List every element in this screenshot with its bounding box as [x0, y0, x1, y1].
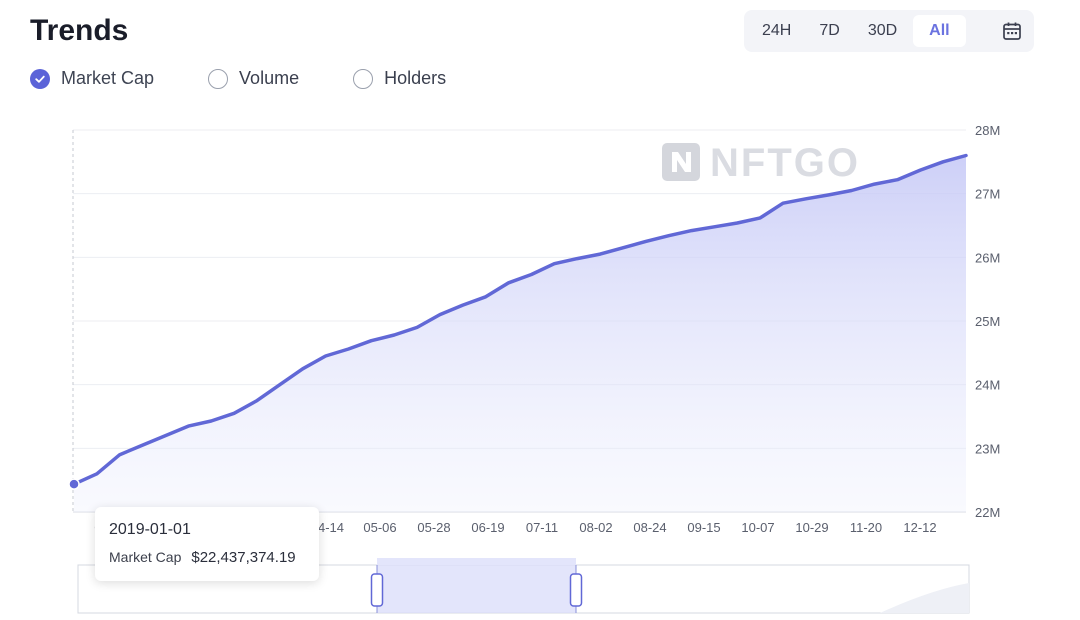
- x-tick-label: 05-28: [417, 520, 450, 535]
- tooltip-date: 2019-01-01: [109, 521, 191, 538]
- market-cap-line: [72, 153, 968, 486]
- chart-tooltip: 2019-01-01 Market Cap $22,437,374.19: [95, 507, 319, 581]
- metric-selector: Market Cap Volume Holders: [30, 68, 500, 89]
- x-tick-label: 08-24: [633, 520, 666, 535]
- metric-label: Volume: [239, 68, 300, 88]
- radio-circle-icon: [208, 68, 229, 89]
- y-tick-label: 23M: [975, 441, 1000, 456]
- market-cap-area: [74, 155, 966, 512]
- x-tick-label: 4-14: [318, 520, 344, 535]
- radio-circle-icon: [353, 68, 374, 89]
- x-tick-label: 05-06: [363, 520, 396, 535]
- x-tick-label: 12-12: [903, 520, 936, 535]
- y-tick-label: 26M: [975, 250, 1000, 265]
- tooltip-label: Market Cap: [109, 549, 182, 565]
- x-tick-label: 11-20: [850, 520, 882, 535]
- metric-volume[interactable]: Volume: [208, 68, 299, 89]
- y-tick-label: 25M: [975, 314, 1000, 329]
- x-tick-label: 10-29: [795, 520, 828, 535]
- range-all-button[interactable]: All: [913, 15, 966, 47]
- tooltip-value: $22,437,374.19: [191, 549, 296, 566]
- metric-holders[interactable]: Holders: [353, 68, 446, 89]
- range-24h-button[interactable]: 24H: [762, 22, 792, 39]
- page-title: Trends: [30, 14, 129, 47]
- slider-top-band: [377, 558, 576, 565]
- x-tick-label: 07-11: [526, 520, 558, 535]
- range-7d-button[interactable]: 7D: [819, 22, 840, 39]
- y-tick-label: 22M: [975, 505, 1000, 520]
- check-circle-icon: [30, 68, 50, 89]
- y-tick-label: 28M: [975, 123, 1000, 138]
- y-tick-label: 27M: [975, 187, 1000, 202]
- calendar-icon: [1003, 22, 1021, 40]
- slider-handle-right[interactable]: [569, 573, 583, 607]
- metric-market-cap[interactable]: Market Cap: [30, 68, 154, 89]
- range-30d-button[interactable]: 30D: [867, 22, 898, 39]
- slider-handle-left[interactable]: [370, 573, 384, 607]
- slider-overview-area: [880, 583, 969, 613]
- x-tick-label: 10-07: [741, 520, 774, 535]
- metric-label: Market Cap: [61, 68, 155, 88]
- x-tick-label: 09-15: [687, 520, 720, 535]
- y-tick-label: 24M: [975, 378, 1000, 393]
- watermark-text: NFTGO: [710, 141, 860, 185]
- x-tick-label: 08-02: [579, 520, 612, 535]
- slider-selection[interactable]: [377, 565, 576, 613]
- time-range-selector: 24H 7D 30D All: [744, 10, 1034, 52]
- calendar-button[interactable]: [996, 15, 1028, 47]
- metric-label: Holders: [384, 68, 447, 88]
- x-tick-label: 06-19: [471, 520, 504, 535]
- watermark: NFTGO: [662, 141, 860, 185]
- hover-point: [68, 478, 80, 490]
